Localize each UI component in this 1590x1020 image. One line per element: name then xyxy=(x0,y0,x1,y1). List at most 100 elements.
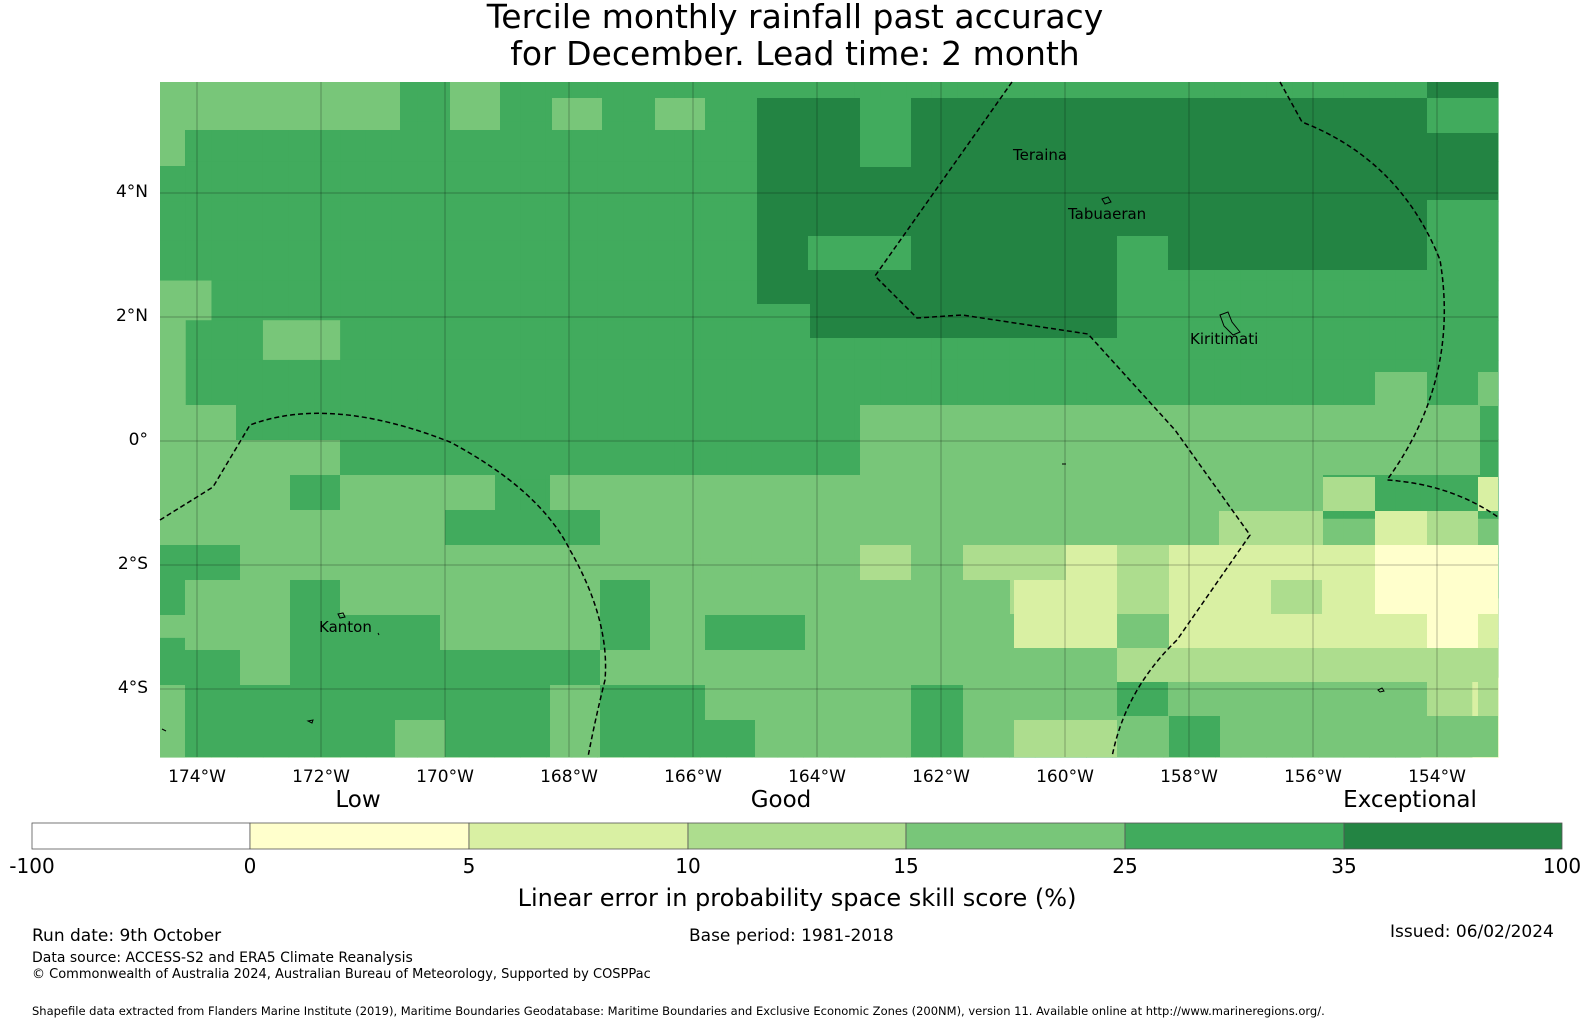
longitude-tick-label: 168°W xyxy=(540,767,598,787)
colorbar-category-good: Good xyxy=(750,787,812,813)
skill-cell xyxy=(365,240,393,282)
skill-cell xyxy=(340,320,367,361)
skill-cell xyxy=(597,240,624,282)
skill-cell xyxy=(314,399,341,440)
colorbar-tick-label: 0 xyxy=(243,854,257,878)
skill-cell xyxy=(494,161,521,202)
colorbar-tick-label: -100 xyxy=(9,854,55,878)
skill-cell xyxy=(314,201,341,242)
skill-cell xyxy=(288,161,315,202)
skill-cell xyxy=(648,439,676,480)
skill-cell xyxy=(571,280,599,321)
latitude-tick-label: 4°S xyxy=(117,678,148,698)
skill-cell xyxy=(803,399,830,440)
skill-cell xyxy=(314,320,341,361)
skill-cell xyxy=(211,201,238,242)
skill-cell xyxy=(494,359,521,401)
skill-cell xyxy=(1137,359,1165,401)
skill-cell xyxy=(494,399,521,440)
skill-cell xyxy=(1214,320,1242,361)
skill-cell xyxy=(185,201,213,242)
skill-cell xyxy=(726,399,753,440)
skill-cell xyxy=(854,359,882,401)
skill-cell xyxy=(262,201,290,242)
skill-cell xyxy=(648,399,676,440)
skill-cell xyxy=(468,280,496,321)
skill-cell xyxy=(520,359,547,401)
skill-cell xyxy=(340,399,367,440)
skill-cell xyxy=(700,201,727,242)
skill-cell xyxy=(1317,280,1345,321)
skill-cell xyxy=(1009,359,1036,401)
skill-cell xyxy=(365,201,393,242)
colorbar-segment xyxy=(249,822,470,850)
skill-cell xyxy=(1446,677,1473,718)
skill-cell xyxy=(571,399,599,440)
longitude-tick-label: 162°W xyxy=(912,767,970,787)
colorbar-segment xyxy=(1343,822,1563,850)
skill-cell xyxy=(443,320,470,361)
skill-cell xyxy=(237,280,264,321)
skill-cell xyxy=(623,161,650,202)
skill-cell xyxy=(674,240,701,282)
skill-cell xyxy=(648,320,676,361)
longitude-tick-label: 174°W xyxy=(168,767,226,787)
skill-cell xyxy=(417,82,444,123)
place-label-teraina: Teraina xyxy=(1013,146,1068,164)
skill-cell xyxy=(160,359,187,401)
skill-cell xyxy=(571,320,599,361)
colorbar-tick-label: 25 xyxy=(1112,854,1138,878)
skill-cell xyxy=(520,201,547,242)
skill-cell xyxy=(545,201,573,242)
skill-cell xyxy=(777,359,804,401)
skill-cell xyxy=(1214,359,1242,401)
skill-cell xyxy=(1343,320,1370,361)
skill-cell xyxy=(443,280,470,321)
skill-cell xyxy=(520,82,547,123)
skill-cell xyxy=(674,280,701,321)
skill-cell xyxy=(1086,359,1113,401)
skill-cell xyxy=(365,359,393,401)
skill-cell xyxy=(674,161,701,202)
skill-cell xyxy=(391,280,418,321)
skill-cell xyxy=(648,161,676,202)
skill-cell xyxy=(726,82,753,123)
skill-cell xyxy=(262,240,290,282)
skill-cell xyxy=(648,280,676,321)
skill-cell xyxy=(468,201,496,242)
skill-cell xyxy=(314,161,341,202)
skill-cell xyxy=(829,359,856,401)
skill-cell xyxy=(545,280,573,321)
skill-cell xyxy=(726,201,753,242)
skill-cell xyxy=(520,280,547,321)
skill-cell xyxy=(674,320,701,361)
skill-cell xyxy=(571,161,599,202)
colorbar-segment xyxy=(31,822,251,850)
skill-cell xyxy=(160,280,187,321)
skill-cell xyxy=(957,359,984,401)
skill-cell xyxy=(237,240,264,282)
skill-cell xyxy=(211,280,238,321)
skill-cell xyxy=(417,280,444,321)
latitude-tick-label: 4°N xyxy=(115,182,148,202)
skill-cell xyxy=(571,717,599,758)
skill-cell xyxy=(674,399,701,440)
skill-cell xyxy=(391,320,418,361)
skill-cell xyxy=(1317,359,1345,401)
skill-cell xyxy=(494,240,521,282)
skill-cell xyxy=(340,240,367,282)
longitude-tick-label: 170°W xyxy=(416,767,474,787)
skill-cell xyxy=(648,240,676,282)
skill-cell xyxy=(443,359,470,401)
skill-cell xyxy=(520,161,547,202)
skill-cell xyxy=(726,439,753,480)
latitude-tick-label: 2°N xyxy=(115,306,148,326)
latitude-tick-label: 2°S xyxy=(117,554,148,574)
skill-cell xyxy=(391,240,418,282)
skill-cell xyxy=(1240,280,1268,321)
skill-cell xyxy=(751,359,779,401)
skill-cell xyxy=(623,201,650,242)
skill-cell xyxy=(545,240,573,282)
skill-cell xyxy=(597,201,624,242)
longitude-tick-label: 166°W xyxy=(664,767,722,787)
